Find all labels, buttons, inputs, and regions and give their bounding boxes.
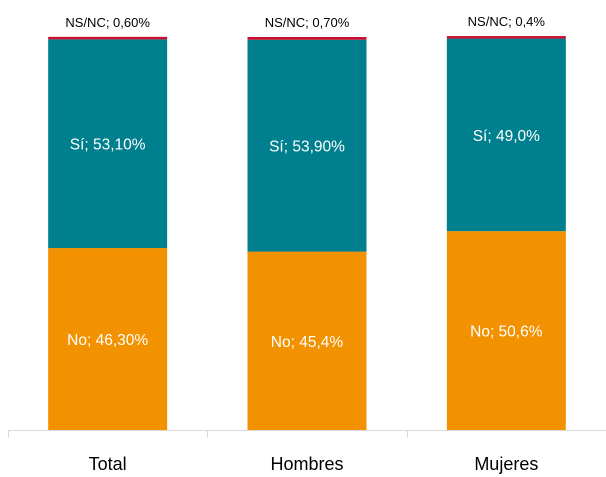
- bar-segment-si-mujeres: [446, 38, 566, 232]
- bar-segment-nsnc-hombres: [247, 37, 367, 40]
- bars-layer: [48, 36, 566, 430]
- category-label-total: Total: [89, 454, 127, 474]
- bar-segment-no-mujeres: [446, 231, 566, 430]
- data-label-no-total: No; 46,30%: [67, 332, 148, 349]
- data-label-nsnc-mujeres: NS/NC; 0,4%: [468, 14, 546, 29]
- bar-segment-si-hombres: [247, 39, 367, 252]
- data-label-si-hombres: Sí; 53,90%: [269, 139, 345, 156]
- category-label-mujeres: Mujeres: [474, 454, 538, 474]
- bar-segment-nsnc-total: [48, 36, 168, 40]
- bar-segment-no-hombres: [247, 251, 367, 430]
- data-labels-layer: No; 46,30% Sí; 53,10% NS/NC; 0,60% Total No;…: [65, 14, 545, 474]
- data-label-nsnc-total: NS/NC; 0,60%: [65, 15, 150, 30]
- data-label-no-hombres: No; 45,4%: [271, 334, 344, 351]
- bar-segment-no-total: [48, 248, 168, 430]
- bar-segment-si-total: [48, 39, 168, 249]
- data-label-nsnc-hombres: NS/NC; 0,70%: [265, 15, 350, 30]
- data-label-si-total: Sí; 53,10%: [70, 137, 146, 154]
- data-label-no-mujeres: No; 50,6%: [470, 324, 543, 341]
- data-label-si-mujeres: Sí; 49,0%: [473, 128, 540, 145]
- bar-segment-nsnc-mujeres: [446, 36, 566, 39]
- x-axis: [8, 430, 606, 438]
- category-label-hombres: Hombres: [270, 454, 343, 474]
